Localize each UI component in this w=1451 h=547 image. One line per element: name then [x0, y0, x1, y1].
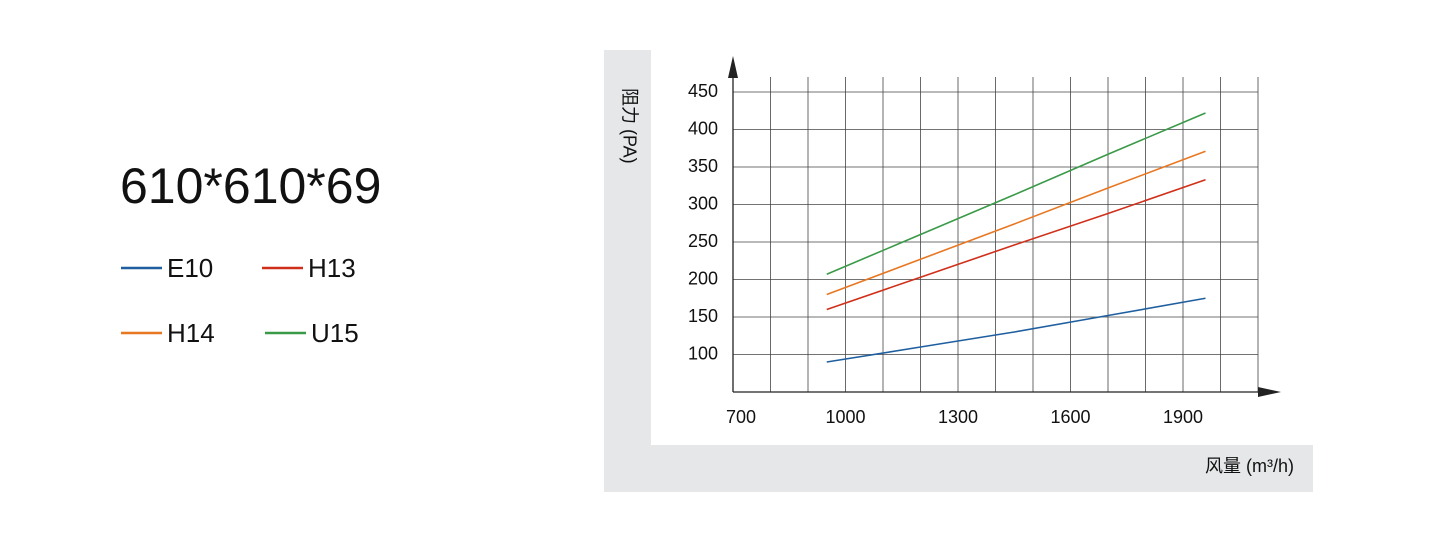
y-tick-label: 400: [688, 118, 718, 138]
y-tick-label: 150: [688, 306, 718, 326]
grid: [733, 77, 1259, 392]
y-tick-label: 450: [688, 81, 718, 101]
legend-label: H14: [167, 318, 215, 348]
series-line: [826, 297, 1206, 363]
y-axis-label: 阻力 (PA): [619, 88, 639, 164]
y-arrow: [728, 56, 738, 78]
x-tick-label: 700: [726, 407, 756, 427]
series-line: [826, 178, 1206, 311]
y-tick-label: 200: [688, 268, 718, 288]
series-line: [826, 112, 1206, 275]
legend-label: H13: [308, 253, 356, 283]
y-tick-label: 100: [688, 343, 718, 363]
x-tick-label: 1900: [1163, 407, 1203, 427]
x-tick-label: 1300: [938, 407, 978, 427]
legend-label: E10: [167, 253, 213, 283]
legend-label: U15: [311, 318, 359, 348]
y-tick-label: 350: [688, 156, 718, 176]
x-arrow: [1258, 387, 1281, 397]
plot-area: [651, 50, 1313, 445]
y-tick-label: 300: [688, 193, 718, 213]
y-tick-label: 250: [688, 231, 718, 251]
x-tick-label: 1000: [825, 407, 865, 427]
chart-title: 610*610*69: [120, 158, 381, 214]
x-axis-label: 风量 (m³/h): [1205, 456, 1294, 476]
series-line: [826, 150, 1206, 296]
x-tick-label: 1600: [1050, 407, 1090, 427]
